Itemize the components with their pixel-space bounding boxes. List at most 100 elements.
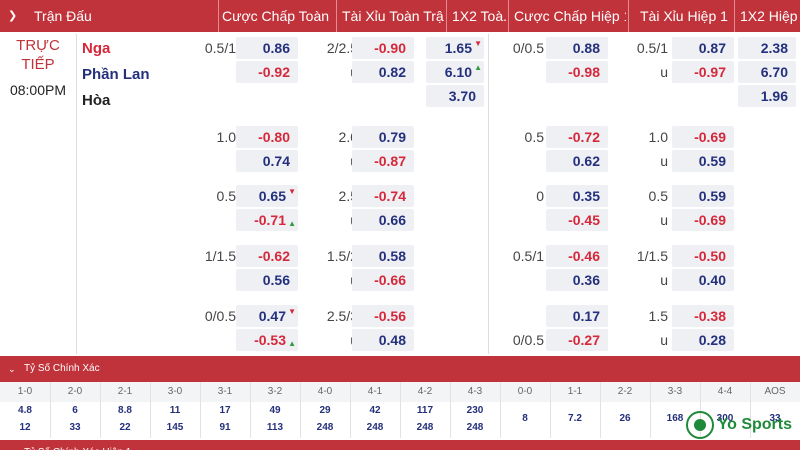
odds-button[interactable]: -0.38 — [672, 305, 734, 327]
col-1x2-fulltime[interactable]: 1X2 Toà... — [452, 8, 506, 24]
odds-button[interactable]: 0.17 — [546, 305, 608, 327]
total-line: 1/1.5 — [636, 248, 668, 264]
odds-button[interactable]: 0.74 — [236, 150, 298, 172]
score-odds-home[interactable]: 6 — [72, 405, 78, 416]
odds-button[interactable]: -0.46 — [546, 245, 608, 267]
x12-away-h1[interactable]: 6.70 — [738, 61, 796, 83]
odds-button[interactable]: -0.56 — [352, 305, 414, 327]
col-1x2-half1[interactable]: 1X2 Hiệp 1 — [740, 8, 800, 24]
live-status: TRỰC TIẾP — [16, 37, 60, 73]
home-team[interactable]: Nga — [82, 40, 111, 57]
odds-button[interactable]: -0.66 — [352, 269, 414, 291]
x12-draw-ft[interactable]: 3.70 — [426, 85, 484, 107]
odds-button[interactable]: -0.53 ▲ — [236, 329, 298, 351]
odds-button[interactable]: -0.87 — [352, 150, 414, 172]
chevron-right-icon[interactable]: ❯ — [8, 10, 18, 22]
odds-button[interactable]: 0.40 — [672, 269, 734, 291]
total-line: 1.0 — [648, 129, 668, 145]
odds-button[interactable]: 0.86 — [236, 37, 298, 59]
odds-button[interactable]: -0.69 — [672, 209, 734, 231]
score-odds-home[interactable]: 49 — [269, 405, 281, 416]
odds-button[interactable]: -0.98 — [546, 61, 608, 83]
odds-button[interactable]: -0.62 — [236, 245, 298, 267]
score-odds-home[interactable]: 4.8 — [18, 405, 32, 416]
correct-score-title: Tỷ Số Chính Xác — [24, 363, 100, 374]
odds-button[interactable]: 0.47 ▼ — [236, 305, 298, 327]
score-odds-home[interactable]: 17 — [219, 405, 231, 416]
x12-away-ft[interactable]: 6.10 ▲ — [426, 61, 484, 83]
handicap-line: 0.5 — [216, 188, 236, 204]
correct-score-h1-header[interactable]: ⌄ Tỷ Số Chính Xác Hiệp 1 — [0, 440, 800, 450]
score-odds-home[interactable]: 8.8 — [118, 405, 132, 416]
odds-button[interactable]: 0.79 — [352, 126, 414, 148]
odds-button[interactable]: 0.62 — [546, 150, 608, 172]
score-odds-away[interactable]: 22 — [119, 422, 131, 433]
score-odds-home[interactable]: 230 — [466, 405, 484, 416]
arrow-down-icon: ▼ — [288, 307, 296, 316]
odds-button[interactable]: -0.90 — [352, 37, 414, 59]
score-odds-away[interactable]: 248 — [316, 422, 334, 433]
score-odds-home[interactable]: 117 — [416, 405, 434, 416]
odds-button[interactable]: -0.45 — [546, 209, 608, 231]
odds-button[interactable]: -0.74 — [352, 185, 414, 207]
score-odds-draw[interactable]: 168 — [666, 413, 684, 424]
score-odds-away[interactable]: 91 — [219, 422, 231, 433]
odds-button[interactable]: -0.27 — [546, 329, 608, 351]
score-odds-away[interactable]: 248 — [416, 422, 434, 433]
col-handicap-half1[interactable]: Cược Chấp Hiệp 1 — [514, 8, 626, 24]
score-odds-away[interactable]: 248 — [366, 422, 384, 433]
score-label: 3-0 — [150, 382, 200, 402]
score-odds-away[interactable]: 12 — [19, 422, 31, 433]
score-odds-draw[interactable]: 8 — [522, 413, 528, 424]
odds-button[interactable]: 0.59 — [672, 185, 734, 207]
score-label: 4-1 — [350, 382, 400, 402]
odds-button[interactable]: 0.35 — [546, 185, 608, 207]
total-line: 2.5/3 — [326, 308, 358, 324]
odds-button[interactable]: -0.97 — [672, 61, 734, 83]
score-odds-away[interactable]: 33 — [69, 422, 81, 433]
col-overunder-half1[interactable]: Tài Xỉu Hiệp 1 — [640, 8, 728, 24]
score-odds-home[interactable]: 11 — [169, 405, 181, 416]
score-odds-away[interactable]: 145 — [166, 422, 184, 433]
x12-home-ft[interactable]: 1.65 ▼ — [426, 37, 484, 59]
col-handicap-fulltime[interactable]: Cược Chấp Toàn ... — [222, 8, 334, 24]
score-odds-away[interactable]: 113 — [266, 422, 284, 433]
handicap-line: 0 — [536, 188, 544, 204]
odds-button[interactable]: -0.50 — [672, 245, 734, 267]
odds-button[interactable]: -0.71 ▲ — [236, 209, 298, 231]
odds-button[interactable]: 0.87 — [672, 37, 734, 59]
score-odds-draw[interactable]: 26 — [619, 413, 631, 424]
odds-button[interactable]: 0.66 — [352, 209, 414, 231]
odds-button[interactable]: 0.58 — [352, 245, 414, 267]
handicap-line: 1.0 — [216, 129, 236, 145]
chevron-down-icon: ⌄ — [8, 364, 16, 374]
odds-button[interactable]: 0.56 — [236, 269, 298, 291]
score-odds-draw[interactable]: 7.2 — [568, 413, 582, 424]
x12-draw-h1[interactable]: 1.96 — [738, 85, 796, 107]
odds-button[interactable]: -0.92 — [236, 61, 298, 83]
odds-button[interactable]: 0.48 — [352, 329, 414, 351]
score-odds-draw[interactable]: 300 — [716, 413, 734, 424]
score-odds-home[interactable]: 29 — [319, 405, 331, 416]
away-team[interactable]: Phần Lan — [82, 66, 150, 83]
odds-button[interactable]: -0.80 — [236, 126, 298, 148]
odds-button[interactable]: 0.65 ▼ — [236, 185, 298, 207]
score-label: 2-1 — [100, 382, 150, 402]
score-odds-away[interactable]: 248 — [466, 422, 484, 433]
odds-button[interactable]: 0.59 — [672, 150, 734, 172]
score-odds-home[interactable]: 42 — [369, 405, 381, 416]
under-label: u — [300, 209, 358, 231]
odds-button[interactable]: 0.28 — [672, 329, 734, 351]
odds-button[interactable]: 0.88 — [546, 37, 608, 59]
odds-button[interactable]: -0.72 — [546, 126, 608, 148]
total-line: 1.5 — [648, 308, 668, 324]
odds-button[interactable]: 0.82 — [352, 61, 414, 83]
correct-score-header[interactable]: ⌄ Tỷ Số Chính Xác — [0, 356, 800, 382]
odds-button[interactable]: -0.69 — [672, 126, 734, 148]
score-odds-draw[interactable]: 33 — [769, 413, 781, 424]
odds-button[interactable]: 0.36 — [546, 269, 608, 291]
col-overunder-fulltime[interactable]: Tài Xỉu Toàn Trận — [342, 8, 444, 24]
under-label: u — [660, 332, 668, 348]
x12-home-h1[interactable]: 2.38 — [738, 37, 796, 59]
